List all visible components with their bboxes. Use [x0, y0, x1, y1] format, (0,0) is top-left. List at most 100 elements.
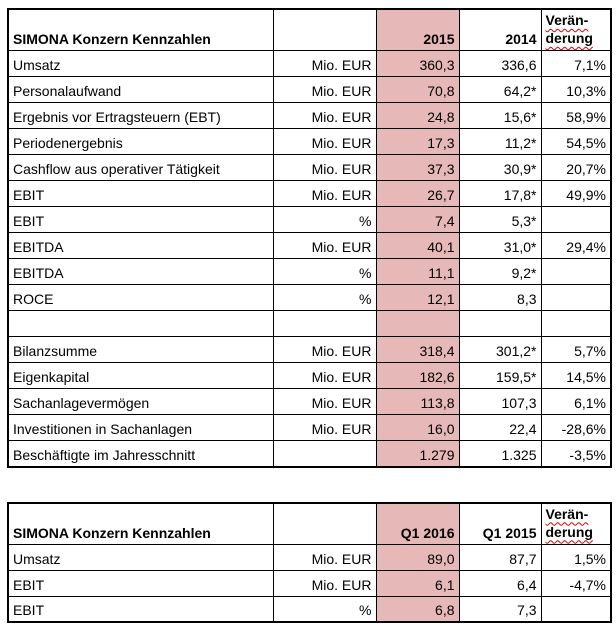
row-label: EBIT	[7, 569, 274, 597]
row-value-prior: 31,0*	[458, 232, 542, 259]
row-change	[540, 310, 612, 337]
annual-table-section: SIMONA Konzern Kennzahlen 2015 2014 Verä…	[7, 8, 616, 468]
row-label: Personalaufwand	[7, 76, 274, 103]
row-change: 6,1%	[540, 388, 612, 415]
table-row: EBITDA% 11,1 9,2*	[7, 258, 612, 285]
row-unit: Mio. EUR	[272, 154, 377, 181]
row-change: -3,5%	[540, 440, 612, 467]
row-label: Periodenergebnis	[7, 128, 274, 155]
table-row: Cashflow aus operativer Tätigkeit Mio. EU…	[7, 154, 612, 181]
row-unit: Mio. EUR	[272, 414, 377, 441]
table-row: Beschäftigte im Jahresschnitt 1.279 1.325-…	[7, 440, 612, 467]
row-change	[540, 206, 612, 233]
row-label: EBITDA	[7, 258, 274, 285]
row-change: -28,6%	[540, 414, 612, 441]
row-label: Ergebnis vor Ertragsteuern (EBT)	[7, 102, 274, 129]
row-value-prior: 87,7	[458, 543, 542, 571]
row-label: Bilanzsumme	[7, 336, 274, 363]
row-value-current	[375, 310, 460, 337]
row-value-current: 37,3	[375, 154, 460, 181]
row-unit: %	[272, 258, 377, 285]
row-label: ROCE	[7, 284, 274, 311]
table-row: Sachanlagevermögen Mio. EUR 113,8 107,3 6,1%	[7, 388, 612, 415]
row-change: 54,5%	[540, 128, 612, 155]
table-title: SIMONA Konzern Kennzahlen	[7, 8, 274, 51]
row-change: 20,7%	[540, 154, 612, 181]
row-unit: Mio. EUR	[272, 50, 377, 77]
row-label	[7, 310, 274, 337]
change-header-line2: derung	[545, 523, 593, 540]
row-value-current: 182,6	[375, 362, 460, 389]
row-value-prior: 159,5*	[458, 362, 542, 389]
row-label: Eigenkapital	[7, 362, 274, 389]
row-unit: Mio. EUR	[272, 543, 377, 571]
row-unit: Mio. EUR	[272, 102, 377, 129]
prior-period-header: Q1 2015	[458, 502, 542, 545]
header-row: SIMONA Konzern Kennzahlen 2015 2014 Verä…	[7, 8, 612, 51]
table-row: EBIT Mio. EUR 26,7 17,8* 49,9%	[7, 180, 612, 207]
row-unit: Mio. EUR	[272, 180, 377, 207]
row-value-current: 70,8	[375, 76, 460, 103]
row-change: 29,4%	[540, 232, 612, 259]
row-value-current: 17,3	[375, 128, 460, 155]
row-value-prior: 1.325	[458, 440, 542, 467]
unit-column-header	[272, 8, 377, 51]
row-value-prior: 6,4	[458, 569, 542, 597]
row-unit: Mio. EUR	[272, 128, 377, 155]
change-header-line2: derung	[545, 30, 593, 46]
prior-period-header: 2014	[458, 8, 542, 51]
row-label: EBIT	[7, 206, 274, 233]
row-change: 10,3%	[540, 76, 612, 103]
key-figures-table-annual: SIMONA Konzern Kennzahlen 2015 2014 Verä…	[7, 8, 612, 468]
row-label: Sachanlagevermögen	[7, 388, 274, 415]
table-row: EBIT% 6,8 7,3	[7, 595, 612, 623]
row-label: Umsatz	[7, 543, 274, 571]
row-value-current: 7,4	[375, 206, 460, 233]
row-unit	[272, 310, 377, 337]
change-column-header: Verän-derung	[540, 502, 612, 545]
row-value-current: 6,1	[375, 569, 460, 597]
row-value-prior: 15,6*	[458, 102, 542, 129]
row-unit: Mio. EUR	[272, 362, 377, 389]
current-period-header: Q1 2016	[375, 502, 460, 545]
row-label: EBIT	[7, 180, 274, 207]
page: SIMONA Konzern Kennzahlen 2015 2014 Verä…	[7, 8, 616, 623]
row-label: Beschäftigte im Jahresschnitt	[7, 440, 274, 467]
header-row: SIMONA Konzern Kennzahlen Q1 2016 Q1 201…	[7, 502, 612, 545]
key-figures-table-quarterly: SIMONA Konzern Kennzahlen Q1 2016 Q1 201…	[7, 501, 612, 623]
table-row: Ergebnis vor Ertragsteuern (EBT) Mio. EUR…	[7, 102, 612, 129]
row-value-current: 360,3	[375, 50, 460, 77]
table-row: EBIT% 7,4 5,3*	[7, 206, 612, 233]
row-unit: Mio. EUR	[272, 388, 377, 415]
row-value-prior	[458, 310, 542, 337]
table-row: Investitionen in Sachanlagen Mio. EUR 16,0…	[7, 414, 612, 441]
row-value-prior: 64,2*	[458, 76, 542, 103]
row-label: EBITDA	[7, 232, 274, 259]
row-change	[540, 284, 612, 311]
table-row: EBIT Mio. EUR 6,1 6,4 -4,7%	[7, 569, 612, 597]
row-value-current: 12,1	[375, 284, 460, 311]
row-unit: Mio. EUR	[272, 569, 377, 597]
row-value-prior: 107,3	[458, 388, 542, 415]
table-row: Periodenergebnis Mio. EUR 17,3 11,2* 54,5%	[7, 128, 612, 155]
unit-column-header	[272, 502, 377, 545]
table-row: EBITDA Mio. EUR 40,1 31,0* 29,4%	[7, 232, 612, 259]
row-unit: Mio. EUR	[272, 76, 377, 103]
table-row: Umsatz Mio. EUR 89,0 87,7 1,5%	[7, 543, 612, 571]
row-unit: Mio. EUR	[272, 232, 377, 259]
row-value-prior: 5,3*	[458, 206, 542, 233]
row-value-prior: 22,4	[458, 414, 542, 441]
change-header-line1: Verän-	[545, 12, 589, 28]
change-header-line1: Verän-	[545, 505, 589, 522]
row-value-current: 16,0	[375, 414, 460, 441]
row-value-prior: 17,8*	[458, 180, 542, 207]
row-value-current: 318,4	[375, 336, 460, 363]
row-value-current: 1.279	[375, 440, 460, 467]
row-label: EBIT	[7, 595, 274, 623]
row-change	[540, 595, 612, 623]
row-change: -4,7%	[540, 569, 612, 597]
row-unit: %	[272, 595, 377, 623]
quarterly-table-section: SIMONA Konzern Kennzahlen Q1 2016 Q1 201…	[7, 501, 616, 623]
row-value-prior: 336,6	[458, 50, 542, 77]
table-row: ROCE% 12,1 8,3	[7, 284, 612, 311]
